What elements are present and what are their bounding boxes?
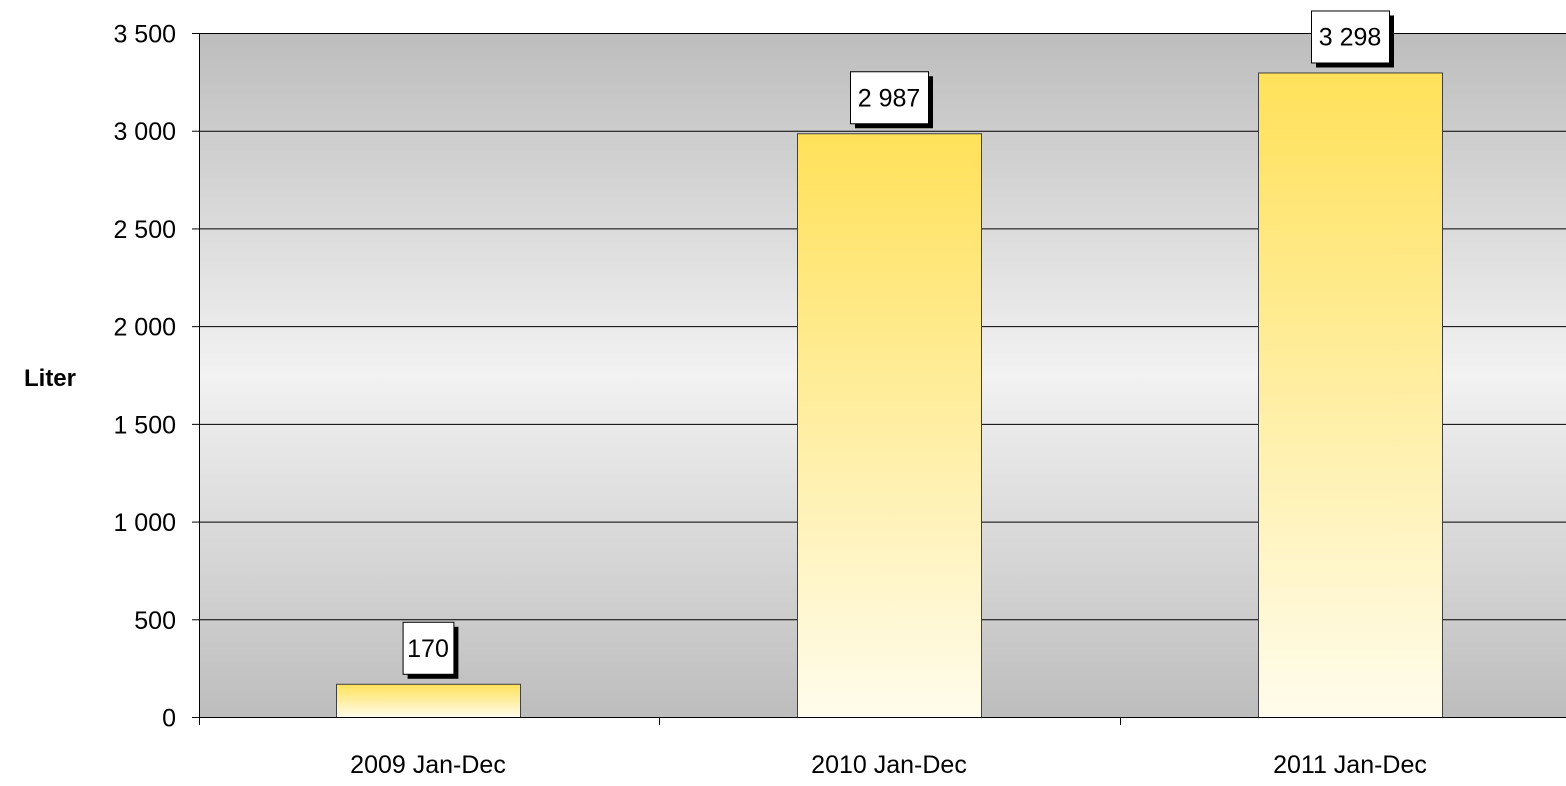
x-tick-label: 2010 Jan-Dec bbox=[811, 751, 967, 779]
data-label-text: 2 987 bbox=[858, 84, 921, 112]
data-label-box bbox=[850, 71, 929, 125]
axes: 0 500 1 000 1 500 2 000 2 500 3 000 3 500 2009 J… bbox=[113, 21, 1566, 779]
data-label-box bbox=[402, 621, 455, 675]
data-label: 170 bbox=[402, 621, 459, 679]
y-tick-label: 1 500 bbox=[113, 411, 176, 439]
data-label-text: 3 298 bbox=[1319, 23, 1382, 51]
y-tick-label: 2 500 bbox=[113, 216, 176, 244]
y-axis-title: Liter bbox=[24, 365, 76, 392]
y-tick-label: 0 bbox=[162, 705, 176, 733]
y-tick-label: 3 500 bbox=[113, 21, 176, 49]
data-label-text: 170 bbox=[407, 635, 449, 663]
bar bbox=[336, 683, 521, 719]
data-label: 2 987 bbox=[850, 71, 933, 129]
y-tick-label: 3 000 bbox=[113, 118, 176, 146]
y-tick-label: 500 bbox=[134, 607, 176, 635]
y-tick-label: 2 000 bbox=[113, 314, 176, 342]
x-tick-label: 2009 Jan-Dec bbox=[350, 751, 506, 779]
bar bbox=[1258, 72, 1443, 719]
data-label: 3 298 bbox=[1311, 10, 1394, 68]
x-tick-label: 2011 Jan-Dec bbox=[1273, 751, 1427, 779]
y-tick-label: 1 000 bbox=[113, 509, 176, 537]
data-labels: 170 2 987 3 298 bbox=[402, 10, 1394, 679]
data-label-box bbox=[1311, 10, 1390, 64]
bar bbox=[797, 133, 982, 718]
